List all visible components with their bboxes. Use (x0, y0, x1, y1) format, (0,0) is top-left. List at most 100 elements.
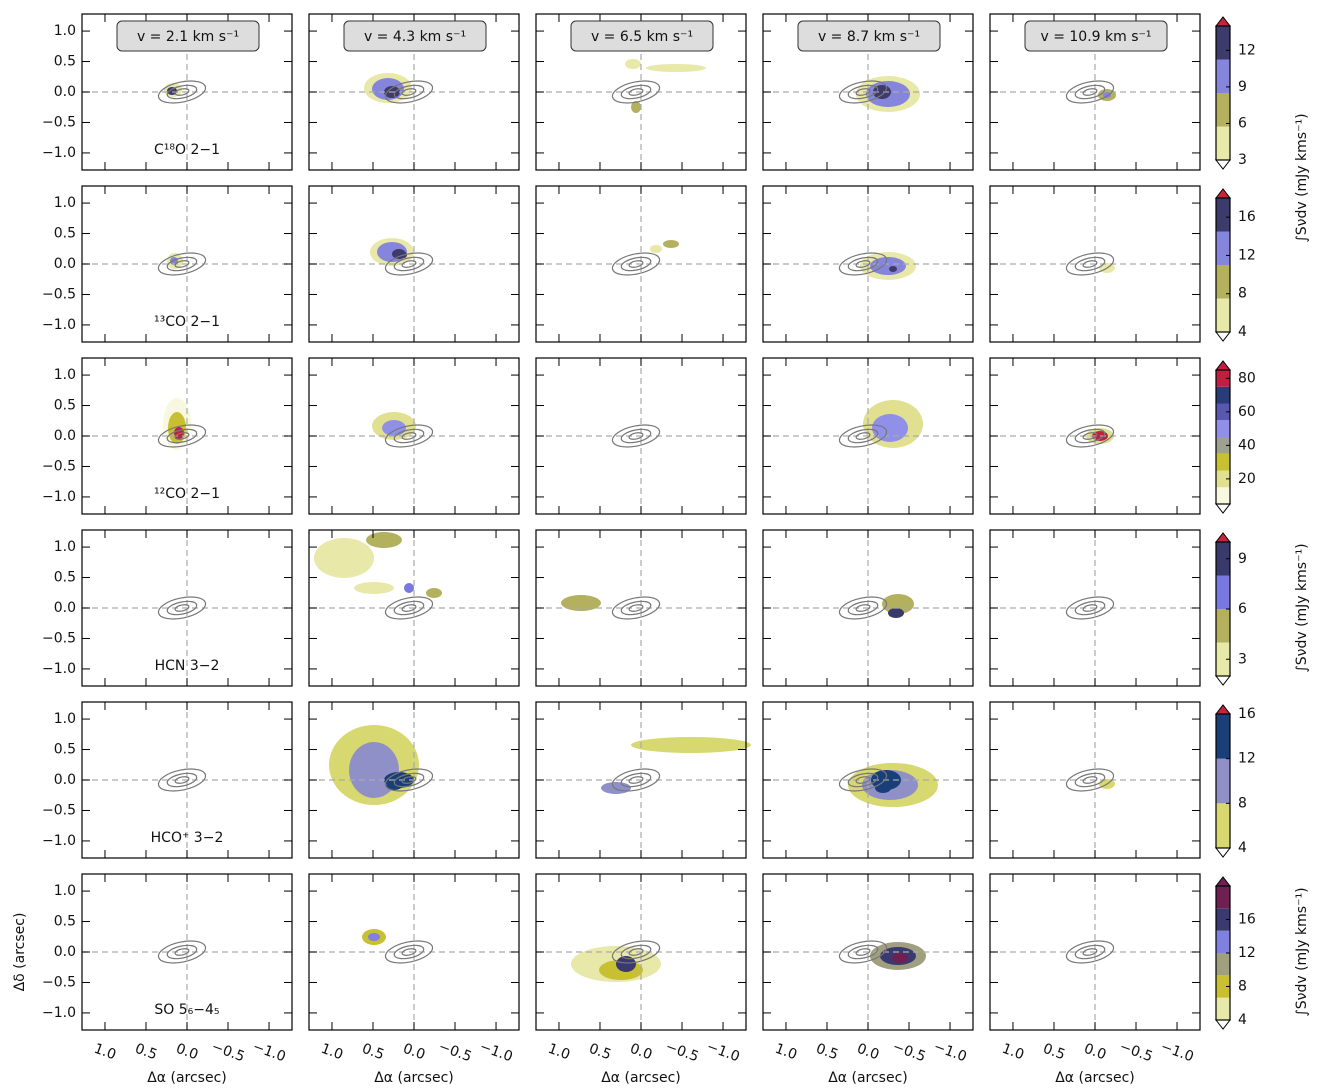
y-tick-label: 0.0 (54, 944, 76, 960)
colorbar-segment (1216, 437, 1230, 454)
colorbar-tick-label: 3 (1238, 152, 1247, 168)
continuum-contour (855, 604, 871, 612)
x-tick-label: 0.5 (360, 1041, 386, 1064)
continuum-contour (401, 948, 417, 956)
colorbar-tick-label: 3 (1238, 651, 1247, 667)
y-tick-label: 0.5 (54, 742, 76, 758)
y-tick-label: 1.0 (54, 711, 76, 727)
continuum-contour (838, 940, 888, 964)
colorbar-label: ∫Sνdv (mJy kms⁻¹) (1294, 543, 1310, 672)
y-tick-label: 1.0 (54, 367, 76, 383)
colorbar-segment (1216, 714, 1230, 759)
panel: 1.0 0.5 0.0 −0.5 −1.0 ¹³CO 2−1 (42, 185, 293, 343)
emission (561, 595, 601, 611)
x-tick-label: 0.0 (628, 1041, 654, 1064)
colorbar-tick-label: 12 (1238, 247, 1256, 263)
panel (762, 357, 974, 515)
velocity-box (797, 20, 941, 52)
x-tick-label: −0.5 (1117, 1039, 1154, 1066)
panel (535, 357, 747, 515)
y-tick-label: 1.0 (54, 539, 76, 555)
continuum-contour (620, 772, 652, 788)
continuum-contour (611, 768, 661, 792)
velocity-label: v = 2.1 km s⁻¹ (137, 29, 239, 45)
colorbar-segment (1216, 265, 1230, 299)
continuum-contour (393, 256, 425, 272)
continuum-contour (174, 776, 190, 784)
y-tick-label: 0.0 (54, 84, 76, 100)
emission (889, 266, 897, 272)
emission (631, 737, 751, 753)
panel: v = 8.7 km s⁻¹ (762, 13, 974, 171)
panel (762, 529, 974, 687)
colorbar-segment (1216, 420, 1230, 437)
continuum-contour (838, 768, 888, 792)
panel (308, 185, 520, 343)
colorbar-over (1214, 704, 1232, 715)
colorbar-over (1214, 188, 1232, 199)
continuum-contour (1082, 432, 1098, 440)
continuum-contour (166, 772, 198, 788)
colorbar-under (1214, 847, 1232, 858)
panel: 1.0 0.5 0.0 −0.5 −1.0 ¹²CO 2−1 (42, 357, 293, 515)
continuum-contour (174, 260, 190, 268)
colorbar-segment (1216, 59, 1230, 93)
continuum-contour (393, 84, 425, 100)
colorbar-segment (1216, 908, 1230, 931)
colorbar-frame (1215, 369, 1231, 505)
x-tick-label: 1.0 (92, 1041, 118, 1064)
continuum-contour (847, 600, 879, 616)
continuum-contour (611, 596, 661, 620)
velocity-box (570, 20, 714, 52)
panel (762, 185, 974, 343)
continuum-contour (174, 432, 190, 440)
colorbar-segment (1216, 953, 1230, 976)
emission (386, 782, 402, 790)
colorbar-tick-label: 4 (1238, 840, 1247, 856)
y-tick-label: −0.5 (42, 802, 76, 818)
continuum-contour (157, 940, 207, 964)
panel (762, 701, 974, 859)
continuum-contour (1082, 948, 1098, 956)
panel (308, 357, 520, 515)
x-axis-label: Δα (arcsec) (828, 1070, 908, 1086)
line-label: ¹³CO 2−1 (154, 314, 220, 330)
colorbar-tick-label: 9 (1238, 79, 1247, 95)
continuum-contour (838, 80, 888, 104)
panel (989, 357, 1201, 515)
x-tick-label: −1.0 (250, 1039, 287, 1066)
panel (308, 529, 520, 687)
line-label: HCO⁺ 3−2 (151, 830, 224, 846)
x-tick-label: 1.0 (1000, 1041, 1026, 1064)
y-tick-label: 0.5 (54, 914, 76, 930)
x-tick-label: 0.5 (814, 1041, 840, 1064)
continuum-contour (157, 80, 207, 104)
continuum-contour (1074, 772, 1106, 788)
emission (872, 414, 908, 442)
x-tick-label: −1.0 (931, 1039, 968, 1066)
colorbar-segment (1216, 126, 1230, 160)
colorbar-segment (1216, 758, 1230, 804)
continuum-contour (174, 604, 190, 612)
continuum-contour (401, 776, 417, 784)
continuum-contour (1074, 600, 1106, 616)
velocity-box (1024, 20, 1168, 52)
y-tick-label: −1.0 (42, 145, 76, 161)
colorbar-tick-label: 8 (1238, 979, 1247, 995)
continuum-contour (838, 596, 888, 620)
colorbar-under (1214, 159, 1232, 170)
continuum-contour (855, 948, 871, 956)
colorbar-segment (1216, 93, 1230, 127)
x-tick-label: 0.5 (587, 1041, 613, 1064)
colorbar-segment (1216, 575, 1230, 609)
colorbar-tick-label: 8 (1238, 286, 1247, 302)
x-tick-label: −1.0 (704, 1039, 741, 1066)
x-tick-label: −1.0 (1158, 1039, 1195, 1066)
x-axis-label: Δα (arcsec) (374, 1070, 454, 1086)
continuum-contour (838, 424, 888, 448)
emission (888, 608, 904, 618)
emission (601, 782, 631, 794)
x-tick-label: −0.5 (436, 1039, 473, 1066)
continuum-contour (401, 604, 417, 612)
y-tick-label: −1.0 (42, 317, 76, 333)
